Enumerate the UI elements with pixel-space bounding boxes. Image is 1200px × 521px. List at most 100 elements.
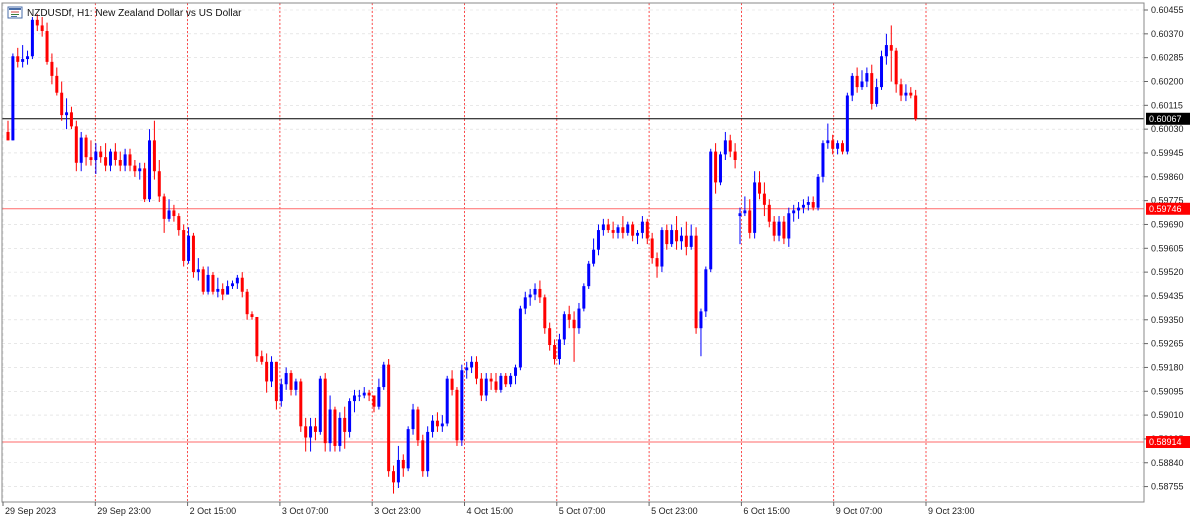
- candle-body: [523, 297, 527, 309]
- candle-body: [777, 221, 781, 236]
- price-axis[interactable]: 0.60455 0.60370 0.60285 0.60200 0.60115 0.600…: [1144, 5, 1184, 492]
- candle-body: [21, 59, 25, 62]
- candle: [187, 227, 191, 264]
- y-tick-label: 0.59180: [1151, 362, 1184, 372]
- candle-body: [548, 328, 552, 346]
- candle-body: [782, 221, 786, 239]
- candle: [870, 64, 874, 110]
- candle: [797, 202, 801, 219]
- candle: [758, 171, 762, 200]
- candle: [572, 311, 576, 362]
- time-axis[interactable]: 29 Sep 2023 29 Sep 23:00 2 Oct 15:00 3 Oct …: [2, 502, 975, 516]
- candle-body: [762, 193, 766, 205]
- candle: [694, 227, 698, 334]
- candle-body: [172, 210, 176, 217]
- candle-body: [55, 75, 59, 93]
- candle: [84, 134, 88, 166]
- candle: [499, 373, 503, 393]
- candle: [704, 266, 708, 317]
- candle-body: [411, 409, 415, 430]
- candle: [265, 353, 269, 393]
- candle-body: [435, 420, 439, 427]
- candle: [445, 375, 449, 427]
- candle: [245, 288, 249, 320]
- candle-body: [484, 378, 488, 396]
- candle-body: [294, 381, 298, 390]
- y-tick-label: 0.60455: [1151, 5, 1184, 15]
- candle-body: [694, 235, 698, 329]
- candle-body: [157, 171, 161, 197]
- candle: [709, 148, 713, 273]
- candle: [889, 25, 893, 82]
- candle: [753, 171, 757, 239]
- candle: [348, 398, 352, 438]
- candle-body: [104, 157, 108, 166]
- candle: [235, 274, 239, 289]
- candles: [6, 14, 918, 494]
- candle: [328, 395, 332, 452]
- y-tick-label: 0.59095: [1151, 386, 1184, 396]
- candle: [284, 367, 288, 390]
- candle-body: [621, 227, 625, 233]
- candle: [460, 364, 464, 446]
- candle-body: [440, 423, 444, 427]
- x-tick-label: 9 Oct 07:00: [836, 506, 883, 516]
- candle-body: [880, 56, 884, 88]
- candle-body: [684, 235, 688, 247]
- candle: [787, 207, 791, 247]
- candle-body: [675, 230, 679, 242]
- candle-body: [89, 157, 93, 160]
- x-tick-label: 2 Oct 15:00: [190, 506, 237, 516]
- candle-body: [108, 151, 112, 166]
- y-tick-label: 0.59520: [1151, 267, 1184, 277]
- candle: [196, 258, 200, 281]
- candle: [875, 78, 879, 107]
- candle: [904, 84, 908, 102]
- y-tick-label: 0.60370: [1151, 29, 1184, 39]
- candle-body: [821, 143, 825, 177]
- candle-body: [152, 140, 156, 172]
- candle-body: [718, 154, 722, 183]
- candle: [177, 213, 181, 236]
- candle: [89, 140, 93, 166]
- candle-body: [562, 314, 566, 340]
- candle: [392, 465, 396, 494]
- candle-body: [40, 25, 44, 32]
- candle-body: [650, 238, 654, 259]
- candle-body: [99, 151, 103, 158]
- y-tick-label: 0.59265: [1151, 339, 1184, 349]
- candle-body: [128, 154, 132, 166]
- plot-frame: [1, 2, 1145, 503]
- candle: [909, 87, 913, 99]
- candle-body: [421, 440, 425, 472]
- candle: [172, 204, 176, 222]
- candle: [509, 373, 513, 388]
- candle: [74, 120, 78, 172]
- candle-body: [460, 370, 464, 441]
- candle-body: [679, 235, 683, 242]
- candle: [260, 350, 264, 365]
- y-tick-label: 0.58840: [1151, 458, 1184, 468]
- candle: [514, 364, 518, 385]
- candle: [811, 196, 815, 211]
- candle: [621, 216, 625, 239]
- candle-body: [138, 168, 142, 172]
- candle: [689, 224, 693, 250]
- candle: [592, 238, 596, 267]
- candle-body: [191, 235, 195, 273]
- candle-body: [255, 316, 259, 357]
- candle-body: [450, 378, 454, 390]
- candle-body: [489, 378, 493, 382]
- level-price-badge: [1146, 202, 1190, 215]
- candle-body: [362, 392, 366, 396]
- candle: [148, 129, 152, 203]
- candle: [489, 373, 493, 390]
- candle-body: [894, 50, 898, 85]
- candle-body: [831, 140, 835, 149]
- candle-body: [65, 112, 69, 116]
- candle-body: [909, 92, 913, 96]
- candle-body: [45, 31, 49, 62]
- candle-body: [299, 381, 303, 427]
